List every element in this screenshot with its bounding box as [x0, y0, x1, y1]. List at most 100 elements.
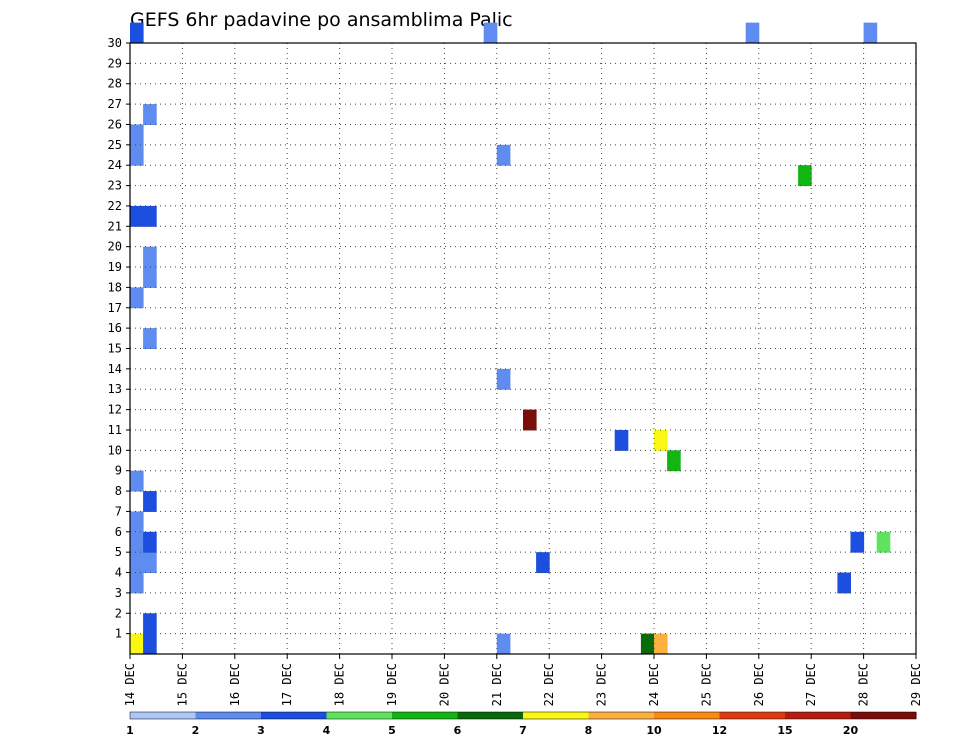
y-tick-label: 7: [115, 504, 122, 518]
y-tick-label: 10: [108, 443, 122, 457]
colorbar-swatch: [785, 712, 851, 719]
data-cell: [130, 511, 144, 533]
colorbar-legend: 1 2 3 4 5 6 7 8 10 12 15 20: [126, 711, 917, 737]
colorbar-label: 20: [843, 724, 859, 737]
data-cell: [143, 104, 157, 125]
colorbar-swatch: [523, 712, 589, 719]
y-tick-label: 16: [108, 321, 122, 335]
data-cell: [143, 246, 157, 268]
data-cell: [130, 470, 144, 492]
colorbar-swatch: [457, 712, 524, 719]
data-cell: [143, 633, 157, 655]
data-cell: [496, 633, 511, 655]
data-cell: [143, 205, 157, 227]
y-tick-label: 27: [108, 97, 122, 111]
colorbar-swatch: [588, 712, 655, 719]
y-tick-label: 28: [108, 77, 122, 91]
data-cell: [130, 552, 144, 574]
data-cell: [483, 22, 498, 44]
y-tick-label: 14: [108, 362, 122, 376]
data-cell: [130, 124, 144, 146]
data-cell: [130, 572, 144, 594]
x-tick-label: 29 DEC: [909, 663, 923, 706]
x-tick-label: 28 DEC: [857, 663, 871, 706]
colorbar-label: 4: [323, 724, 331, 737]
x-tick-label: 14 DEC: [123, 663, 137, 706]
y-tick-label: 17: [108, 301, 122, 315]
x-tick-label: 23 DEC: [595, 663, 609, 706]
x-tick-label: 22 DEC: [542, 663, 556, 706]
data-cell: [130, 633, 144, 655]
y-tick-label: 23: [108, 179, 122, 193]
y-tick-label: 1: [115, 627, 122, 641]
colorbar-label: 3: [257, 724, 265, 737]
colorbar-swatch: [392, 712, 458, 719]
grid-layer: [130, 43, 916, 654]
data-cell: [143, 531, 157, 553]
y-tick-label: 4: [115, 566, 122, 580]
y-tick-label: 18: [108, 280, 122, 294]
y-axis-ticks: 1234567891011121314151617181920212223242…: [108, 36, 130, 641]
data-cell: [850, 531, 865, 553]
x-tick-label: 21 DEC: [490, 663, 504, 706]
data-cell: [837, 572, 851, 594]
data-cell: [143, 267, 157, 288]
colorbar-label: 15: [777, 724, 792, 737]
colorbar-swatch: [195, 712, 262, 719]
data-cell: [798, 165, 812, 187]
data-cell: [654, 429, 668, 451]
data-cell: [667, 450, 681, 472]
x-tick-label: 17 DEC: [280, 663, 294, 706]
colorbar-label: 5: [388, 724, 396, 737]
data-cell: [130, 205, 144, 227]
data-cell: [130, 287, 144, 309]
data-cell: [863, 22, 878, 44]
colorbar-swatch: [654, 712, 720, 719]
colorbar-label: 2: [192, 724, 200, 737]
x-tick-label: 19 DEC: [385, 663, 399, 706]
x-tick-label: 15 DEC: [175, 663, 189, 706]
data-cell: [876, 531, 891, 553]
colorbar-label: 8: [585, 724, 593, 737]
colorbar-label: 7: [519, 724, 527, 737]
x-tick-label: 18 DEC: [333, 663, 347, 706]
y-tick-label: 3: [115, 586, 122, 600]
y-tick-label: 22: [108, 199, 122, 213]
colorbar-swatch: [326, 712, 393, 719]
y-tick-label: 6: [115, 525, 122, 539]
data-cell: [654, 633, 668, 655]
colorbar-swatch: [719, 712, 786, 719]
cells-layer: [130, 22, 891, 655]
y-tick-label: 12: [108, 403, 122, 417]
data-cell: [496, 368, 511, 390]
colorbar-label: 1: [126, 724, 134, 737]
data-cell: [130, 144, 144, 166]
data-cell: [143, 552, 157, 574]
colorbar-label: 10: [646, 724, 662, 737]
colorbar-swatch: [130, 712, 196, 719]
data-cell: [130, 22, 144, 44]
data-cell: [130, 531, 144, 553]
x-tick-label: 20 DEC: [437, 663, 451, 706]
colorbar-label: 12: [712, 724, 727, 737]
data-cell: [143, 328, 157, 349]
y-tick-label: 2: [115, 606, 122, 620]
y-tick-label: 15: [108, 342, 122, 356]
x-axis-ticks: 14 DEC 15 DEC 16 DEC 17 DEC 18 DEC 19 DEC 20 D…: [123, 654, 923, 706]
colorbar-frame: [129, 711, 917, 720]
y-tick-label: 21: [108, 219, 122, 233]
y-tick-label: 19: [108, 260, 122, 274]
plot-frame: [129, 42, 917, 655]
y-tick-label: 30: [108, 36, 122, 50]
data-cell: [523, 409, 537, 431]
data-cell: [640, 633, 655, 655]
x-tick-label: 25 DEC: [699, 663, 713, 706]
x-tick-label: 16 DEC: [228, 663, 242, 706]
y-tick-label: 8: [115, 484, 122, 498]
y-tick-label: 9: [115, 464, 122, 478]
chart-title: GEFS 6hr padavine po ansamblima Palic: [130, 9, 513, 31]
colorbar-swatch: [850, 712, 917, 719]
colorbar-swatch: [261, 712, 327, 719]
